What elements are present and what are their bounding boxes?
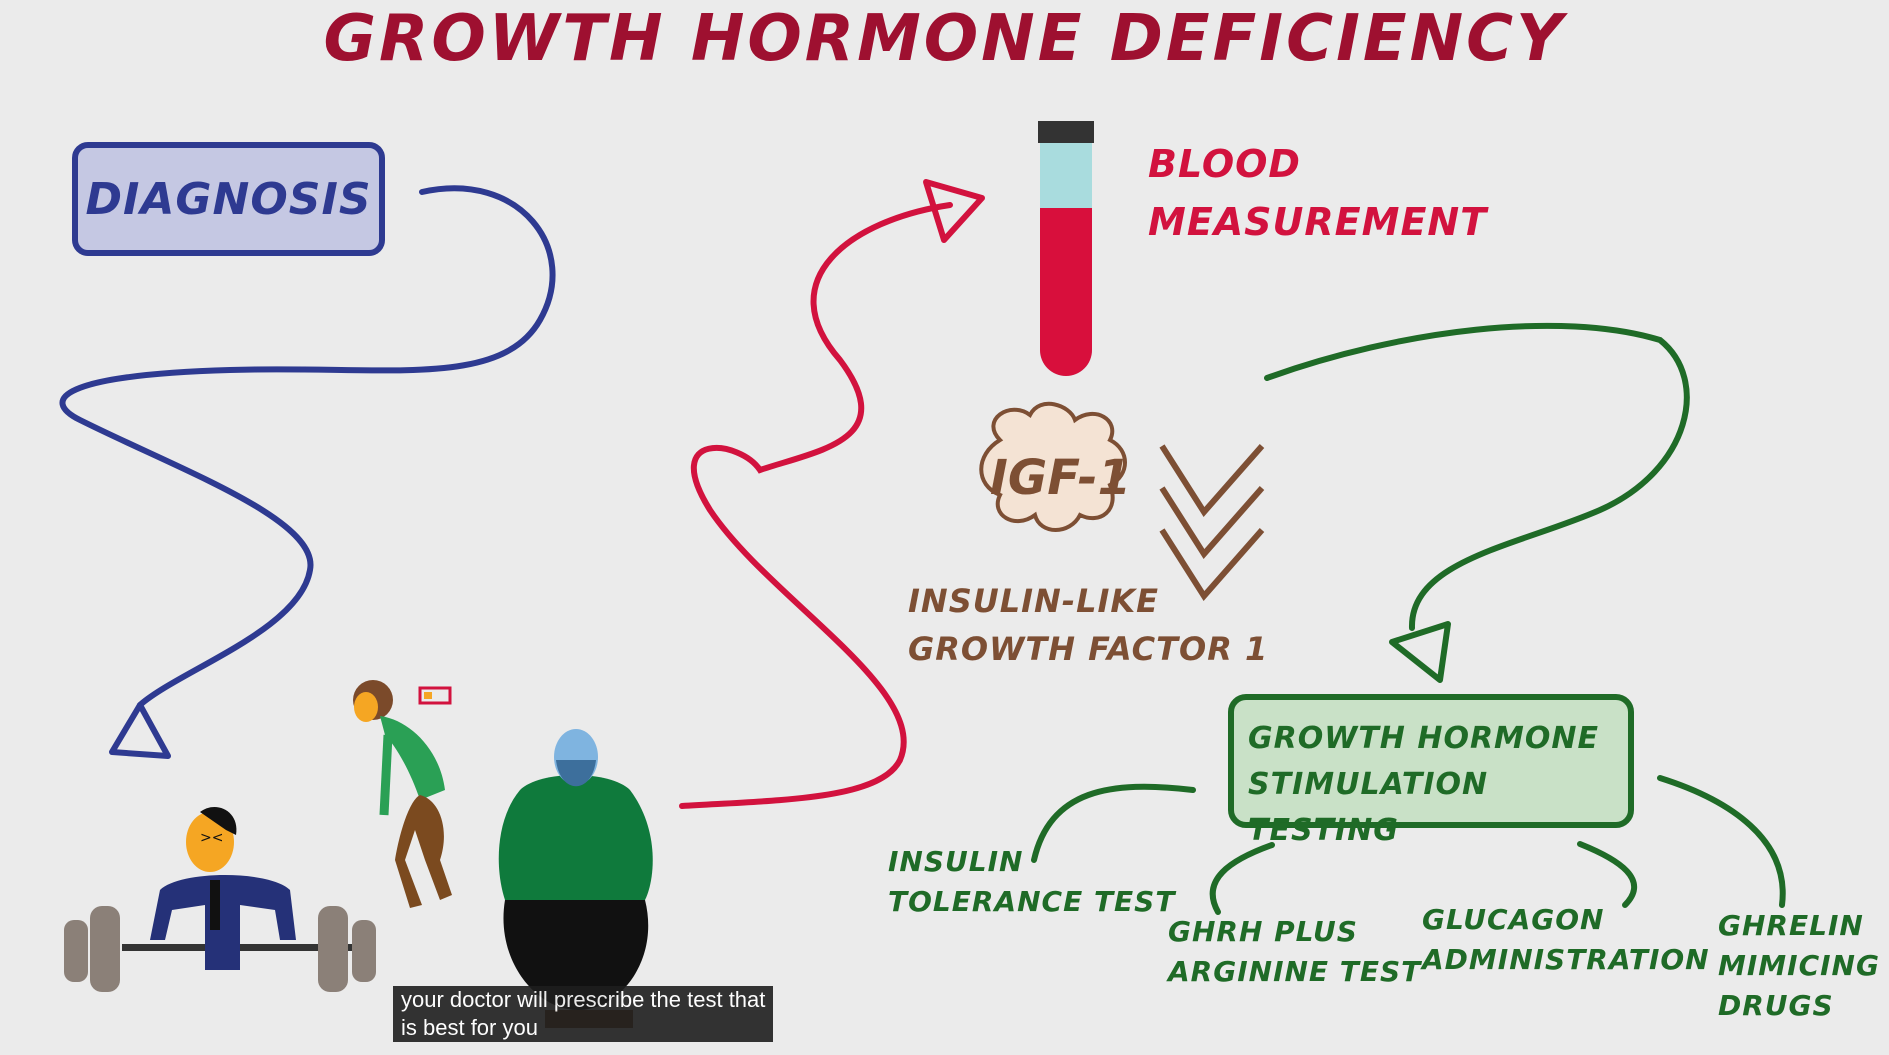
blood-arrowhead-icon xyxy=(923,179,985,243)
ghrh-test-line1: GHRH PLUS xyxy=(1168,915,1358,948)
video-caption: your doctor will prescribe the test that… xyxy=(393,986,774,1042)
insulin-test-line1: INSULIN xyxy=(888,845,1024,878)
ghrh-test-line2: ARGININE TEST xyxy=(1168,955,1422,988)
test-branches xyxy=(1031,775,1786,915)
decrease-chevrons-icon xyxy=(1159,444,1265,601)
diagnosis-label: DIAGNOSIS xyxy=(85,173,372,225)
igf-label-line2: GROWTH FACTOR 1 xyxy=(908,630,1269,668)
blood-tube-icon xyxy=(1038,121,1094,376)
igf-badge: IGF-1 xyxy=(990,450,1131,506)
stimulation-label-line2: STIMULATION TESTING xyxy=(1248,767,1489,848)
stimulation-arrowhead-icon xyxy=(1389,621,1451,683)
ghrelin-test-line2: MIMICING xyxy=(1718,949,1880,982)
ghrelin-test-line1: GHRELIN xyxy=(1718,909,1864,942)
weightlifter-figure-icon: >< xyxy=(64,806,376,992)
caption-line2: is best for you xyxy=(401,1015,538,1040)
blood-label-line1: BLOOD xyxy=(1148,142,1301,186)
insulin-test-line2: TOLERANCE TEST xyxy=(888,885,1176,918)
igf-cloud-icon xyxy=(979,401,1127,532)
ghrelin-test-line3: DRUGS xyxy=(1718,989,1834,1022)
diagnosis-box: DIAGNOSIS xyxy=(72,142,385,256)
glucagon-test-line2: ADMINISTRATION xyxy=(1422,943,1710,976)
overweight-man-figure-icon xyxy=(498,729,653,1028)
caption-line1: your doctor will prescribe the test that xyxy=(401,987,766,1012)
blood-to-stimulation-arrow xyxy=(1264,322,1690,631)
symptoms-to-blood-arrow xyxy=(679,202,953,809)
stimulation-label-line1: GROWTH HORMONE xyxy=(1248,721,1600,756)
tired-woman-figure-icon xyxy=(353,680,452,908)
glucagon-test-line1: GLUCAGON xyxy=(1422,903,1605,936)
stimulation-testing-box: GROWTH HORMONE STIMULATION TESTING xyxy=(1228,694,1634,848)
igf-label-line1: INSULIN-LIKE xyxy=(908,582,1160,620)
diagnosis-arrow xyxy=(59,185,556,708)
svg-text:><: >< xyxy=(200,830,223,846)
diagnosis-arrowhead-icon xyxy=(109,702,171,759)
page-title: GROWTH HORMONE DEFICIENCY xyxy=(323,2,1566,76)
blood-label-line2: MEASUREMENT xyxy=(1148,200,1488,244)
